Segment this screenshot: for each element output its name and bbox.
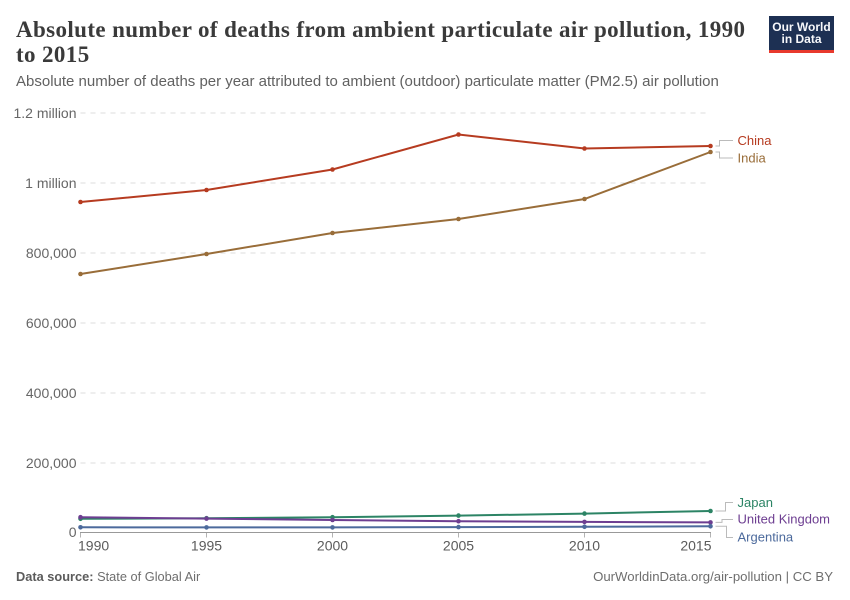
svg-text:1990: 1990 xyxy=(78,538,109,554)
svg-text:1 million: 1 million xyxy=(25,175,76,191)
svg-text:2015: 2015 xyxy=(680,538,711,554)
svg-text:2005: 2005 xyxy=(443,538,474,554)
svg-text:400,000: 400,000 xyxy=(26,385,77,401)
svg-text:200,000: 200,000 xyxy=(26,455,77,471)
svg-text:600,000: 600,000 xyxy=(26,315,77,331)
svg-text:0: 0 xyxy=(69,524,77,540)
svg-text:2010: 2010 xyxy=(569,538,600,554)
svg-text:India: India xyxy=(738,151,767,166)
svg-text:China: China xyxy=(738,133,773,148)
svg-text:1995: 1995 xyxy=(191,538,222,554)
svg-text:800,000: 800,000 xyxy=(26,245,77,261)
svg-text:Japan: Japan xyxy=(738,495,773,510)
svg-text:1.2 million: 1.2 million xyxy=(13,105,76,121)
svg-text:Argentina: Argentina xyxy=(738,530,794,545)
svg-text:United Kingdom: United Kingdom xyxy=(738,512,831,527)
svg-text:2000: 2000 xyxy=(317,538,348,554)
